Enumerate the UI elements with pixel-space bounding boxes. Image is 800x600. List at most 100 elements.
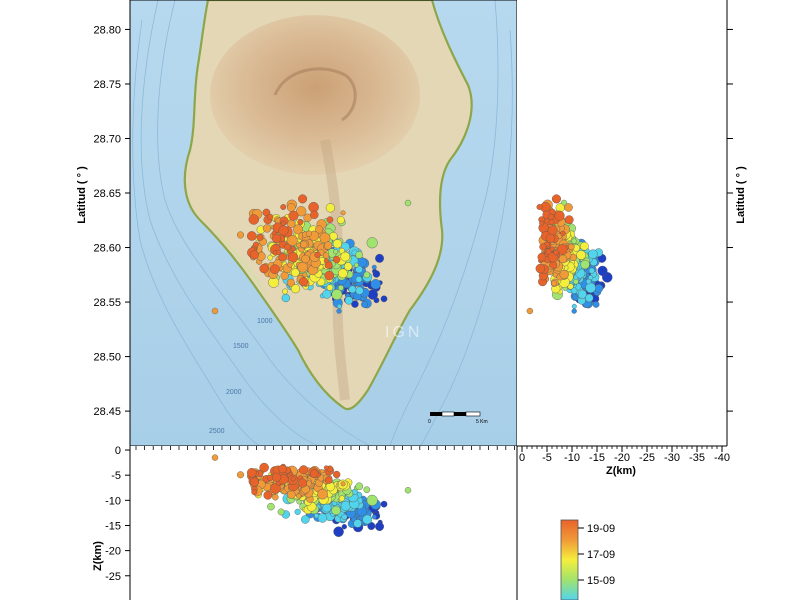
epicenter-point xyxy=(351,300,359,308)
hypocenter-point xyxy=(550,280,558,287)
section-point xyxy=(332,470,341,479)
epicenter-point xyxy=(286,234,298,246)
epicenter-point xyxy=(290,246,296,252)
bottom-ytick-label: -10 xyxy=(105,495,121,507)
legend-label: 17-09 xyxy=(587,549,615,561)
contour-label: 1500 xyxy=(233,343,249,350)
epicenter-point xyxy=(404,199,412,207)
section-point xyxy=(271,472,282,482)
hypocenter-point xyxy=(592,301,600,308)
section-point xyxy=(277,508,285,516)
epicenter-point xyxy=(302,272,308,278)
right-xtick-label: -25 xyxy=(639,452,655,464)
epicenter-point xyxy=(353,262,359,268)
section-point xyxy=(298,478,308,488)
map-ylabel: Latitud ( ° ) xyxy=(76,166,88,224)
scale-bar: 0 5 Km xyxy=(428,411,488,425)
epicenter-point xyxy=(303,213,312,222)
right-xtick-label: -10 xyxy=(564,452,580,464)
section-point xyxy=(355,482,364,491)
hypocenter-point xyxy=(585,293,594,303)
epicenter-point xyxy=(336,216,345,224)
section-point xyxy=(310,469,319,478)
caldera-rim xyxy=(273,67,357,122)
bottom-ytick-label: -20 xyxy=(105,546,121,558)
section-point xyxy=(338,495,345,502)
epicenter-point xyxy=(355,286,364,295)
epicenter-point xyxy=(340,251,351,262)
section-point xyxy=(340,500,351,511)
hypocenter-point xyxy=(526,307,534,315)
epicenter-point xyxy=(253,241,259,248)
hypocenter-point xyxy=(559,269,569,280)
epicenter-point xyxy=(326,216,334,224)
hypocenter-point xyxy=(547,225,558,236)
epicenter-point xyxy=(336,308,342,314)
epicenter-point xyxy=(270,264,280,275)
hypocenter-point xyxy=(548,219,555,226)
epicenter-point xyxy=(290,284,301,294)
epicenter-point xyxy=(287,203,296,212)
right-xtick-label: -40 xyxy=(714,452,730,464)
hypocenter-point xyxy=(548,213,555,221)
epicenter-point xyxy=(323,241,333,250)
hypocenter-point xyxy=(537,252,547,262)
section-point xyxy=(331,505,341,516)
section-point xyxy=(301,515,310,524)
epicenter-point xyxy=(323,258,329,264)
section-point xyxy=(367,522,376,530)
date-color-legend: 19-09 17-09 15-09 xyxy=(560,519,615,600)
ign-watermark: IGN xyxy=(385,324,422,341)
hypocenter-point xyxy=(564,215,574,225)
hypocenter-point xyxy=(597,265,608,276)
section-point xyxy=(362,514,373,525)
epicenter-point xyxy=(314,251,321,258)
hypocenter-point xyxy=(594,284,604,293)
section-point xyxy=(380,500,388,508)
epicenter-point xyxy=(281,293,290,303)
hypocenter-point xyxy=(588,274,594,281)
hypocenter-point xyxy=(573,278,579,285)
epicenter-point xyxy=(324,261,333,269)
bottom-ylabel: Z(km) xyxy=(92,541,104,571)
hypocenter-point xyxy=(588,267,595,274)
epicenter-point xyxy=(287,251,299,263)
section-point xyxy=(278,464,287,474)
hypocenter-point xyxy=(554,210,565,221)
epicenter-point xyxy=(325,203,335,213)
epicenter-point xyxy=(271,233,282,243)
hypocenter-point xyxy=(564,203,573,212)
epicenter-point xyxy=(249,250,259,260)
epicenter-point xyxy=(361,301,368,308)
section-point xyxy=(287,490,296,499)
epicenter-point xyxy=(305,230,312,237)
right-xtick-label: -20 xyxy=(614,452,630,464)
latitude-depth-panel: 0 -5 -10 -15 -20 -25 -30 -35 -40 Z(km) Latitud (… xyxy=(517,0,747,477)
section-point xyxy=(267,502,275,511)
section-point xyxy=(294,508,301,515)
epicenter-point xyxy=(315,225,324,234)
epicenter-point xyxy=(324,270,334,281)
epicenter-point xyxy=(287,262,293,268)
epicenter-point xyxy=(336,303,342,309)
bottom-ytick-label: -5 xyxy=(111,470,121,482)
section-point xyxy=(404,487,412,494)
epicenter-point xyxy=(372,270,381,278)
depth-section-panel: 0 -5 -10 -15 -20 -25 Z(km) xyxy=(92,445,518,600)
epicenter-point xyxy=(310,210,319,220)
right-xlabel: Z(km) xyxy=(606,465,636,477)
section-point xyxy=(375,522,384,531)
epicenter-point xyxy=(288,210,299,221)
map-latitude-axis: 28.80 28.75 28.70 28.65 28.60 28.55 28.50 28.45… xyxy=(76,24,130,418)
epicenter-point xyxy=(280,271,289,280)
epicenter-point xyxy=(343,262,353,271)
hypocenter-point xyxy=(556,244,568,255)
section-point xyxy=(211,454,219,461)
hypocenter-point xyxy=(580,241,589,251)
epicenter-point xyxy=(280,204,287,210)
hypocenter-point xyxy=(536,204,543,210)
epicenter-point xyxy=(246,231,257,241)
hypocenter-point xyxy=(571,238,577,244)
section-point xyxy=(317,513,328,523)
bottom-ytick-label: -15 xyxy=(105,520,121,532)
